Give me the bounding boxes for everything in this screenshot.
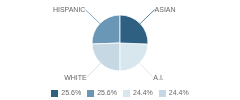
html-text:25.6%: 25.6%: [61, 89, 82, 96]
svg-text:WHITE: WHITE: [64, 74, 87, 81]
svg-text:A.I.: A.I.: [153, 74, 164, 81]
svg-text:ASIAN: ASIAN: [155, 6, 176, 13]
html-text:25.6%: 25.6%: [97, 89, 117, 96]
html-text:24.4%: 24.4%: [168, 89, 189, 96]
html-text:24.4%: 24.4%: [133, 89, 153, 96]
svg-text:HISPANIC: HISPANIC: [53, 6, 86, 13]
